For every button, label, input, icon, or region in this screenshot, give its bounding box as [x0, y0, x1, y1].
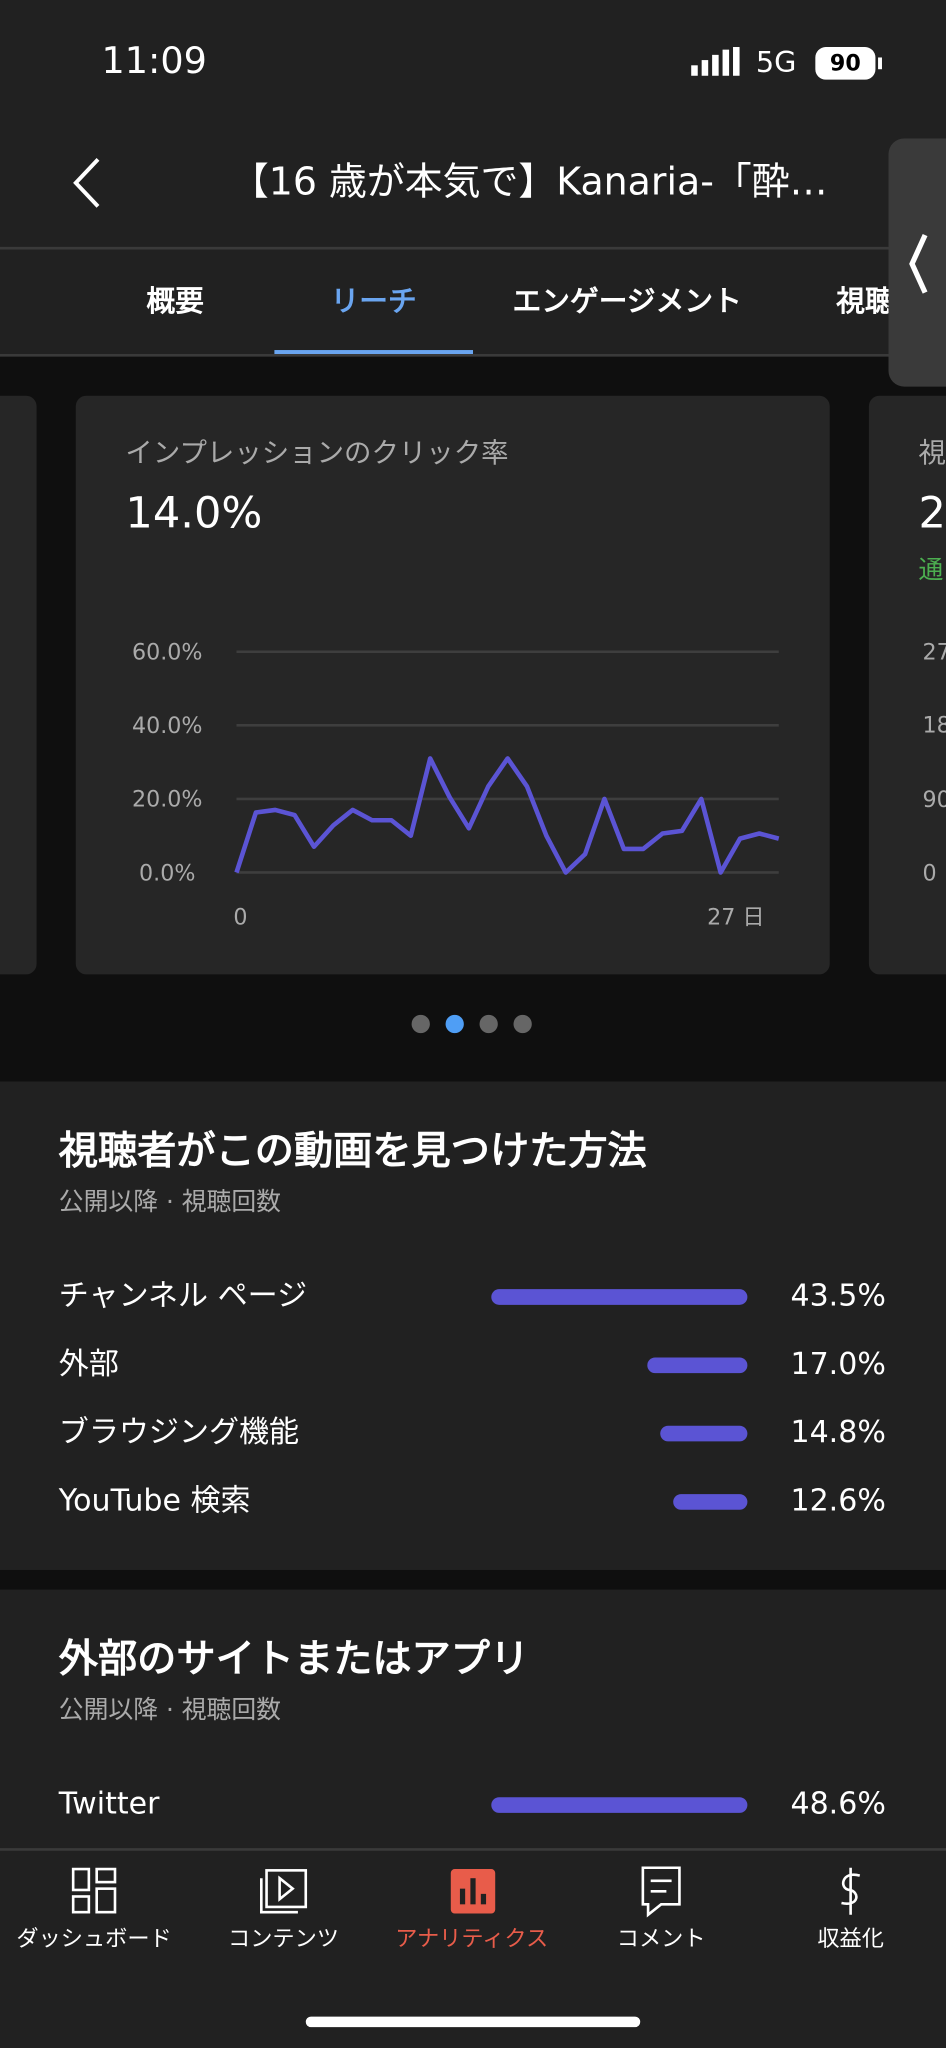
- pager-dot: [479, 1014, 498, 1034]
- section-subtitle: 公開以降 · 視聴回数: [59, 1695, 281, 1724]
- next-card-title: 視: [919, 438, 946, 469]
- pager: [411, 1014, 532, 1034]
- source-bar: [491, 1797, 748, 1813]
- next-card-tick: 90: [922, 787, 946, 813]
- side-drawer-handle[interactable]: [888, 138, 946, 387]
- pager-dot: [513, 1014, 532, 1034]
- signal: [691, 47, 740, 76]
- card-value: 14.0%: [125, 488, 262, 538]
- tabs: 概要 リーチ エンゲージメント 視聴: [146, 284, 894, 356]
- source-label[interactable]: チャンネル ページ: [59, 1278, 307, 1313]
- x-tick-label: 0: [233, 905, 247, 931]
- nav-label[interactable]: アナリティクス: [395, 1926, 548, 1952]
- source-label[interactable]: ブラウジング機能: [59, 1415, 299, 1450]
- tab[interactable]: 視聴: [835, 284, 894, 318]
- source-label[interactable]: 外部: [59, 1347, 119, 1382]
- next-card[interactable]: [868, 395, 946, 975]
- source-label[interactable]: YouTube 検索: [58, 1483, 251, 1518]
- tab[interactable]: リーチ: [331, 284, 417, 318]
- nav-label[interactable]: コメント: [617, 1926, 706, 1952]
- section-bg: [0, 1081, 946, 1570]
- analytics-bars: [459, 1878, 487, 1905]
- time: 11:09: [101, 39, 206, 82]
- pager-dot: [445, 1014, 464, 1034]
- source-label[interactable]: Twitter: [58, 1787, 160, 1822]
- nav-label[interactable]: コンテンツ: [228, 1926, 339, 1952]
- top-bg: [0, 0, 946, 356]
- y-tick-label: 40.0%: [132, 713, 202, 739]
- source-bar: [647, 1357, 748, 1374]
- source-bar: [673, 1494, 748, 1510]
- network: 5G: [756, 45, 797, 79]
- card-title: インプレッションのクリック率: [125, 438, 508, 469]
- section-subtitle: 公開以降 · 視聴回数: [59, 1187, 281, 1216]
- ctr-line: [234, 756, 780, 875]
- pager-dot: [411, 1014, 430, 1034]
- source-value: 48.6%: [790, 1787, 885, 1822]
- nav-label[interactable]: ダッシュボード: [16, 1926, 171, 1952]
- battery: [815, 47, 876, 80]
- next-card-value: 2: [919, 488, 946, 538]
- battery-tip: [878, 57, 882, 70]
- x-tick-label: 27 日: [707, 905, 764, 931]
- video-title: 【16 歳が本気で】Kanaria-「酔…: [231, 160, 828, 204]
- source-bar: [491, 1289, 748, 1305]
- source-bar: [660, 1425, 748, 1442]
- battery-level: 90: [830, 51, 861, 77]
- chart: 0.0% 20.0% 40.0% 60.0% 0 27 日 27 18 90 0: [132, 640, 946, 931]
- source-value: 14.8%: [790, 1415, 885, 1450]
- next-card-tick: 18: [922, 713, 946, 739]
- bottom-nav: ダッシュボード コンテンツ アナリティクス コメント 収益化: [16, 1926, 883, 1952]
- y-tick-label: 60.0%: [132, 640, 202, 666]
- metric-card[interactable]: [75, 395, 830, 975]
- y-tick-label: 0.0%: [139, 860, 195, 886]
- home-indicator: [305, 2016, 641, 2028]
- tab-indicator: [274, 350, 473, 356]
- drawer-icon: [909, 234, 928, 294]
- section-bg: [0, 1589, 946, 1850]
- section-title: 視聴者がこの動画を見つけた方法: [58, 1129, 647, 1174]
- next-card-tick: 27: [922, 640, 946, 666]
- prev-card[interactable]: [0, 395, 37, 975]
- tab[interactable]: 概要: [146, 284, 203, 318]
- next-card-note: 通: [919, 555, 944, 584]
- source-value: 17.0%: [790, 1347, 885, 1382]
- nav-icons: [71, 1866, 861, 1918]
- y-tick-label: 20.0%: [132, 787, 202, 813]
- tab[interactable]: エンゲージメント: [513, 284, 742, 318]
- nav-label[interactable]: 収益化: [817, 1926, 884, 1952]
- next-card-tick: 0: [922, 860, 936, 886]
- source-value: 12.6%: [790, 1483, 885, 1518]
- section-title: 外部のサイトまたはアプリ: [59, 1637, 529, 1682]
- source-value: 43.5%: [790, 1278, 885, 1313]
- back-button[interactable]: [73, 158, 100, 208]
